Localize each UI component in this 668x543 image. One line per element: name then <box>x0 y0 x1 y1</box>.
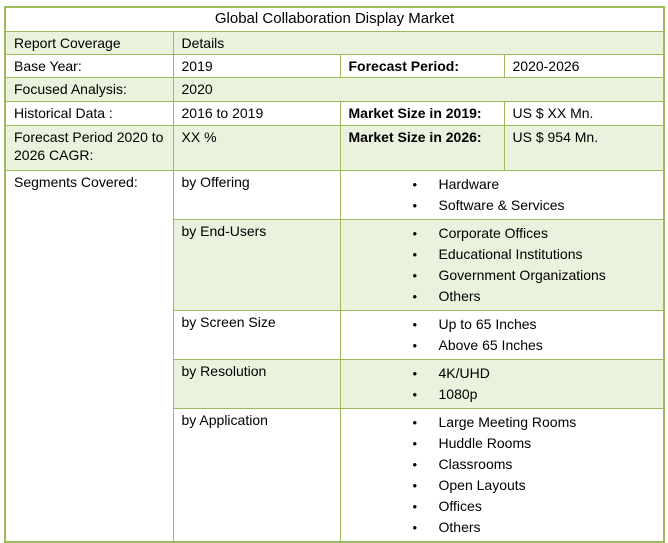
list-item: • Others <box>413 517 660 538</box>
market-size-2019-label: Market Size in 2019: <box>339 100 505 126</box>
list-item: • Corporate Offices <box>413 223 660 244</box>
cagr-value: XX % <box>172 124 341 171</box>
list-item-label: Large Meeting Rooms <box>438 413 577 430</box>
bullet-icon: • <box>412 435 418 451</box>
forecast-period-value: 2020-2026 <box>503 53 665 78</box>
list-item-label: 1080p <box>438 385 478 402</box>
row-base-year: Base Year: 2019 Forecast Period: 2020-20… <box>4 53 665 78</box>
list-item: • Huddle Rooms <box>413 433 660 454</box>
focused-analysis-value: 2020 <box>172 76 665 102</box>
market-size-2019-value: US $ XX Mn. <box>503 100 665 126</box>
list-item-label: Above 65 Inches <box>438 336 543 353</box>
list-item: • Others <box>413 286 660 307</box>
page-title: Global Collaboration Display Market <box>4 6 665 32</box>
base-year-value: 2019 <box>172 53 341 78</box>
segment-items-offering: • Hardware • Software & Services <box>339 169 665 220</box>
header-label: Report Coverage <box>4 30 174 55</box>
base-year-label: Base Year: <box>4 53 174 78</box>
segment-name-offering: by Offering <box>172 169 341 220</box>
row-segment-resolution: by Resolution • 4K/UHD • 1080p <box>5 358 665 409</box>
segment-items-screen-size: • Up to 65 Inches • Above 65 Inches <box>339 309 665 360</box>
list-item: • Above 65 Inches <box>413 335 660 356</box>
segment-name-application: by Application <box>172 407 341 542</box>
row-segment-screen-size: by Screen Size • Up to 65 Inches • Above 6… <box>5 309 665 360</box>
bullet-icon: • <box>412 456 418 472</box>
focused-analysis-label: Focused Analysis: <box>4 76 174 102</box>
row-cagr: Forecast Period 2020 to 2026 CAGR: XX % … <box>4 124 665 171</box>
segment-name-resolution: by Resolution <box>172 358 341 409</box>
list-item-label: Open Layouts <box>438 476 526 493</box>
market-size-2026-label: Market Size in 2026: <box>339 124 505 171</box>
segment-items-application: • Large Meeting Rooms • Huddle Rooms • Clas… <box>339 407 665 542</box>
table-title-row: Global Collaboration Display Market <box>4 6 665 32</box>
row-focused-analysis: Focused Analysis: 2020 <box>4 76 665 102</box>
list-item-label: Others <box>438 518 481 535</box>
cagr-label: Forecast Period 2020 to 2026 CAGR: <box>4 124 174 171</box>
list-item: • Hardware <box>413 174 660 195</box>
row-segment-offering: Segments Covered: by Offering • Hardware … <box>4 169 665 542</box>
row-segment-end-users: by End-Users • Corporate Offices • Educati… <box>5 218 665 311</box>
segment-name-end-users: by End-Users <box>172 218 341 311</box>
list-item: • Offices <box>413 496 660 517</box>
list-item-label: Government Organizations <box>438 266 606 283</box>
bullet-icon: • <box>412 414 418 430</box>
bullet-icon: • <box>412 176 418 192</box>
market-size-2026-value: US $ 954 Mn. <box>503 124 665 171</box>
list-item: • Classrooms <box>413 454 660 475</box>
list-item: • Government Organizations <box>413 265 660 286</box>
bullet-icon: • <box>412 365 418 381</box>
segment-items-end-users: • Corporate Offices • Educational Institut… <box>339 218 665 311</box>
list-item-label: 4K/UHD <box>438 364 490 381</box>
list-item-label: Corporate Offices <box>438 224 548 241</box>
bullet-icon: • <box>412 337 418 353</box>
list-item-label: Huddle Rooms <box>438 434 532 451</box>
bullet-icon: • <box>412 246 418 262</box>
list-item-label: Others <box>438 287 481 304</box>
bullet-icon: • <box>412 225 418 241</box>
list-item: • 4K/UHD <box>413 363 660 384</box>
list-item: • Open Layouts <box>413 475 660 496</box>
bullet-icon: • <box>412 386 418 402</box>
list-item-label: Software & Services <box>438 196 565 213</box>
bullet-icon: • <box>412 477 418 493</box>
segment-items-resolution: • 4K/UHD • 1080p <box>339 358 665 409</box>
historical-data-label: Historical Data : <box>4 100 174 126</box>
list-item: • 1080p <box>413 384 660 405</box>
segment-name-screen-size: by Screen Size <box>172 309 341 360</box>
list-item-label: Classrooms <box>438 455 513 472</box>
list-item: • Up to 65 Inches <box>413 314 660 335</box>
list-item-label: Hardware <box>438 175 500 192</box>
list-item-label: Offices <box>438 497 482 514</box>
bullet-icon: • <box>412 288 418 304</box>
bullet-icon: • <box>412 519 418 535</box>
bullet-icon: • <box>412 197 418 213</box>
header-value: Details <box>172 30 665 55</box>
historical-data-value: 2016 to 2019 <box>172 100 341 126</box>
header-row: Report Coverage Details <box>4 30 665 55</box>
bullet-icon: • <box>412 316 418 332</box>
forecast-period-label: Forecast Period: <box>339 53 505 78</box>
list-item: • Large Meeting Rooms <box>413 412 660 433</box>
row-historical-data: Historical Data : 2016 to 2019 Market Si… <box>4 100 665 126</box>
report-coverage-table: Global Collaboration Display Market Repo… <box>4 6 666 543</box>
bullet-icon: • <box>412 498 418 514</box>
list-item-label: Up to 65 Inches <box>438 315 537 332</box>
segments-covered-label: Segments Covered: <box>4 169 174 542</box>
bullet-icon: • <box>412 267 418 283</box>
list-item-label: Educational Institutions <box>438 245 583 262</box>
list-item: • Software & Services <box>413 195 660 216</box>
list-item: • Educational Institutions <box>413 244 660 265</box>
